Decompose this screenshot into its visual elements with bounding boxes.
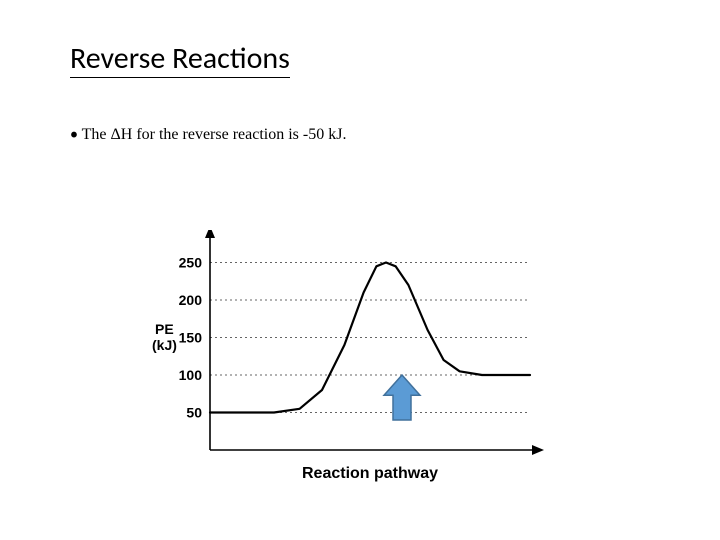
bullet-text-before: The <box>82 126 111 143</box>
bullet-text-after: H for the reverse reaction is -50 kJ. <box>121 126 347 143</box>
slide-title: Reverse Reactions <box>70 40 290 78</box>
svg-text:200: 200 <box>179 292 203 308</box>
energy-diagram: 50 100 150 200 250 PE(kJ) Reaction pathway <box>140 230 560 490</box>
svg-text:50: 50 <box>186 405 202 421</box>
svg-text:(kJ): (kJ) <box>152 337 177 353</box>
bullet-dot: • <box>70 125 82 144</box>
svg-text:Reaction pathway: Reaction pathway <box>302 465 438 482</box>
bullet-line: • The ΔH for the reverse reaction is -50… <box>70 125 346 144</box>
svg-text:250: 250 <box>179 255 203 271</box>
svg-text:PE: PE <box>155 321 174 337</box>
svg-text:150: 150 <box>179 330 203 346</box>
delta-symbol: Δ <box>110 126 120 143</box>
svg-text:100: 100 <box>179 367 203 383</box>
chart-svg: 50 100 150 200 250 PE(kJ) Reaction pathway <box>140 230 560 490</box>
